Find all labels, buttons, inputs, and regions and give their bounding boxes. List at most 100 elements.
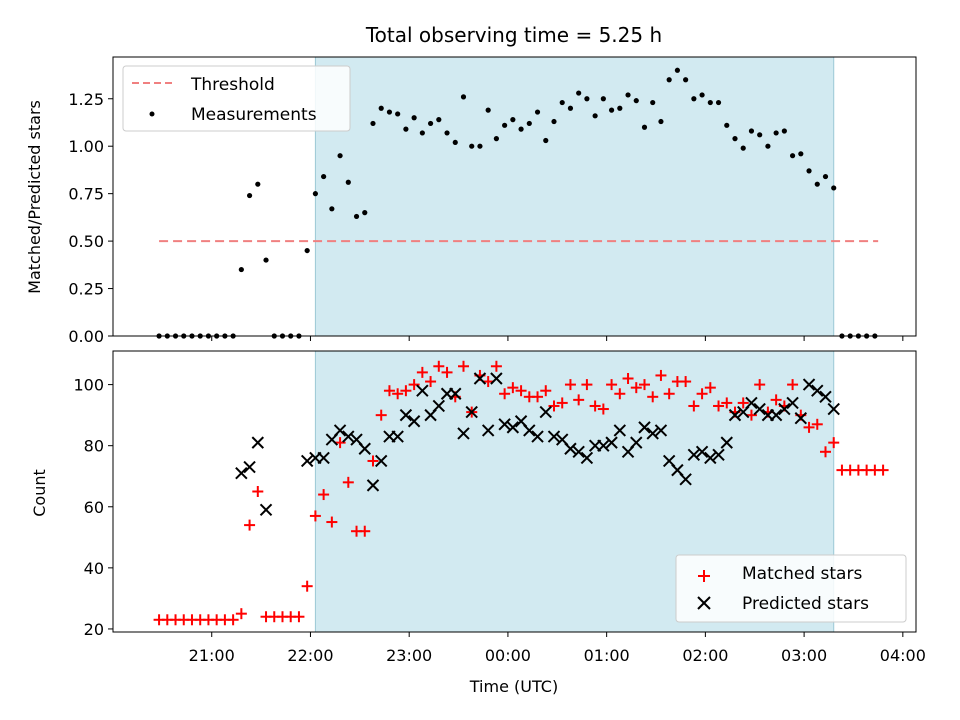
matched-star-point	[614, 388, 626, 400]
matched-star-point	[688, 400, 700, 412]
predicted-star-stroke-b	[605, 436, 618, 449]
predicted-star-point	[778, 402, 791, 416]
measurement-point	[362, 210, 368, 216]
matched-star-point	[408, 379, 420, 391]
bottom-y-tick-label: 100	[73, 376, 104, 395]
measurement-point	[567, 105, 574, 111]
measurement-point	[337, 153, 343, 159]
predicted-star-stroke-b	[679, 473, 692, 486]
top-y-tick-label: 0.00	[68, 327, 104, 346]
measurement-point	[345, 179, 351, 185]
predicted-star-point	[605, 436, 618, 449]
measurement-point	[452, 139, 458, 146]
measurement-point	[411, 115, 417, 121]
predicted-star-stroke-b	[457, 427, 470, 440]
predicted-star-stroke-b	[243, 460, 256, 474]
measurement-point	[493, 136, 499, 142]
bottom-x-tick-label: 23:00	[386, 646, 432, 665]
predicted-star-stroke-b	[473, 372, 487, 385]
measurement-point	[526, 120, 532, 127]
matched-star-point	[326, 516, 338, 528]
matched-star-point	[457, 360, 469, 372]
threshold-legend-label: Threshold	[190, 75, 275, 95]
predicted-star-point	[498, 418, 511, 431]
bottom-x-tick-label: 02:00	[682, 646, 728, 665]
predicted-star-stroke-b	[646, 427, 659, 440]
matched-star-point	[416, 366, 428, 378]
predicted-star-point	[827, 402, 840, 416]
measurement-point	[724, 122, 730, 128]
measurement-point	[370, 120, 376, 127]
predicted-star-point	[490, 372, 503, 385]
matched-star-point	[359, 525, 371, 537]
predicted-star-point	[679, 473, 692, 486]
predicted-star-stroke-b	[654, 424, 668, 437]
predicted-star-point	[407, 415, 421, 428]
measurement-point	[477, 143, 483, 149]
predicted-star-stroke-b	[523, 424, 536, 437]
measurement-point	[666, 77, 672, 83]
predicted-star-stroke-b	[358, 442, 371, 455]
predicted-star-stroke-b	[490, 372, 503, 385]
matched-star-point	[606, 379, 618, 391]
predicted-star-stroke-b	[556, 433, 569, 446]
predicted-star-point	[375, 454, 388, 468]
matched-star-point	[581, 379, 593, 391]
measurement-point	[510, 117, 516, 123]
matched-star-point	[721, 397, 733, 409]
matched-star-point	[564, 379, 576, 391]
predicted-star-point	[317, 451, 330, 465]
measurement-point	[608, 107, 615, 113]
measurement-point	[518, 126, 524, 132]
predicted-star-stroke-b	[539, 405, 552, 419]
bottom-plot-frame	[112, 350, 917, 633]
predicted-star-stroke-b	[547, 430, 561, 443]
bottom-x-tick-label: 01:00	[584, 646, 630, 665]
measurement-point	[641, 124, 648, 130]
measurement-point	[543, 137, 549, 144]
predicted-star-point	[358, 442, 371, 455]
predicted-star-point	[704, 451, 717, 465]
predicted-star-stroke-b	[366, 479, 380, 492]
matched-star-point	[573, 394, 585, 406]
predicted-star-stroke-b	[342, 430, 355, 443]
bottom-panel: 20 40 60 80 100 21:00 22:00 23:00 00:00 01:00 02:…	[30, 350, 926, 696]
measurement-point	[502, 122, 508, 128]
predicted-star-point	[580, 451, 594, 465]
measurement-point	[806, 168, 812, 174]
predicted-star-stroke-b	[613, 424, 627, 437]
top-panel: 0.00 0.25 0.50 0.75 1.00 1.25 Total observing…	[25, 23, 917, 346]
predicted-star-stroke-b	[704, 451, 717, 465]
matched-star-point	[754, 379, 766, 391]
matched-star-point	[482, 376, 494, 388]
matched-star-point	[490, 360, 502, 372]
top-y-ticks: 0.00 0.25 0.50 0.75 1.00 1.25	[68, 90, 113, 346]
matched-star-point	[589, 400, 601, 412]
predicted-star-point	[753, 402, 766, 416]
bottom-y-ticks: 20 40 60 80 100	[73, 376, 113, 639]
predicted-star-point	[300, 454, 314, 468]
bottom-x-axis-label: Time (UTC)	[469, 677, 558, 696]
measurement-point	[321, 173, 327, 180]
predicted-star-stroke-b	[572, 445, 585, 459]
measurement-point	[633, 98, 639, 104]
predicted-star-stroke-b	[630, 436, 643, 449]
matched-star-point	[655, 369, 667, 381]
predicted-star-stroke-b	[407, 415, 421, 428]
matched-star-point	[235, 608, 247, 620]
top-observing-window	[315, 57, 834, 336]
predicted-star-point	[465, 405, 478, 419]
measurement-point	[304, 247, 310, 254]
matched-star-point	[400, 385, 412, 397]
matched-star-point	[441, 366, 453, 378]
matched-star-point	[770, 394, 782, 406]
predicted-star-stroke-b	[375, 454, 388, 468]
measurement-point	[699, 92, 705, 98]
predicted-star-point	[769, 408, 783, 422]
predicted-star-stroke-b	[432, 399, 446, 413]
top-plot-frame	[112, 56, 917, 337]
top-y-tick-label: 1.00	[68, 137, 104, 156]
matched-star-point	[696, 388, 708, 400]
predicted-star-stroke-b	[778, 402, 791, 416]
predicted-star-point	[547, 430, 561, 443]
